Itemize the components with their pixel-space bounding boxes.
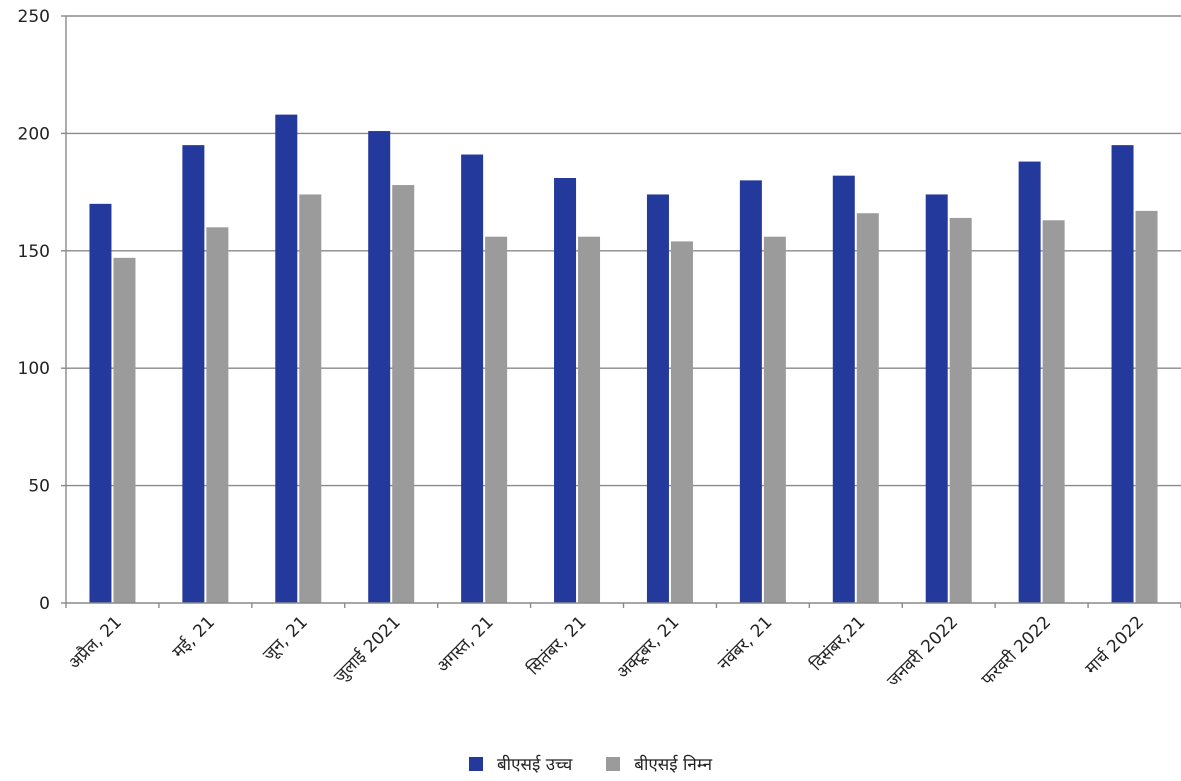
bar-series-1-7 <box>763 236 786 603</box>
x-tick-label-3: जुलाई 2021 <box>329 612 404 687</box>
x-tick-label-7: नवंबर, 21 <box>714 612 776 674</box>
x-tick-label-9: जनवरी 2022 <box>883 612 963 692</box>
legend: बीएसई उच्च बीएसई निम्न <box>0 752 1181 775</box>
bar-series-1-4 <box>485 236 508 603</box>
x-tick-label-6: अक्टूबर, 21 <box>613 612 684 683</box>
bar-series-1-3 <box>392 185 415 603</box>
y-tick-label-150: 150 <box>18 242 50 262</box>
bar-series-1-6 <box>670 241 693 603</box>
bar-series-1-8 <box>856 213 879 603</box>
gridlines <box>66 15 1181 487</box>
bar-series-1-11 <box>1135 210 1158 603</box>
bar-series-0-6 <box>646 194 669 603</box>
bar-series-0-1 <box>182 145 205 603</box>
legend-label-series-0: बीएसई उच्च <box>496 755 573 775</box>
x-tick-label-8: दिसंबर,21 <box>806 612 869 675</box>
legend-item-series-0: बीएसई उच्च <box>468 752 573 775</box>
legend-label-series-1: बीएसई निम्न <box>634 755 713 775</box>
bar-series-0-7 <box>739 180 762 604</box>
bar-series-0-0 <box>89 203 112 603</box>
y-tick-label-100: 100 <box>18 359 50 379</box>
bar-series-0-3 <box>368 131 391 603</box>
x-tick-label-4: अगस्त, 21 <box>433 612 498 677</box>
bar-series-1-10 <box>1042 220 1065 603</box>
x-tick-label-0: अप्रैल, 21 <box>64 612 126 674</box>
legend-swatch-series-1 <box>606 756 621 771</box>
y-axis-ticks: 0 50 100 150 200 250 <box>18 7 50 614</box>
bar-series-1-9 <box>949 217 972 604</box>
axes <box>61 15 1181 608</box>
x-tick-label-11: मार्च 2022 <box>1081 612 1148 679</box>
bar-series-0-10 <box>1018 161 1041 604</box>
x-tick-label-5: सितंबर, 21 <box>523 612 591 680</box>
x-tick-label-2: जून, 21 <box>259 612 312 665</box>
x-tick-label-1: मई, 21 <box>168 612 219 663</box>
bar-series-0-5 <box>554 178 577 603</box>
bar-series-1-5 <box>578 236 601 603</box>
bar-series-0-8 <box>832 175 855 603</box>
bar-series-0-11 <box>1111 145 1134 603</box>
y-tick-label-0: 0 <box>39 594 50 614</box>
bar-series-0-9 <box>925 194 948 603</box>
x-tick-label-10: फरवरी 2022 <box>977 612 1055 690</box>
legend-item-series-1: बीएसई निम्न <box>606 752 712 775</box>
bars <box>89 114 1158 604</box>
legend-swatch-series-0 <box>468 756 483 771</box>
bar-series-0-2 <box>275 114 298 603</box>
y-tick-label-50: 50 <box>28 477 50 497</box>
bar-series-1-2 <box>299 194 322 603</box>
bar-series-0-4 <box>461 154 484 604</box>
bar-series-1-1 <box>206 227 229 603</box>
y-tick-label-250: 250 <box>18 7 50 27</box>
x-axis-ticks: अप्रैल, 21 मई, 21 जून, 21 जुलाई 2021 अगस्त, … <box>64 612 1148 692</box>
y-tick-label-200: 200 <box>18 124 50 144</box>
bar-series-1-0 <box>113 257 136 603</box>
